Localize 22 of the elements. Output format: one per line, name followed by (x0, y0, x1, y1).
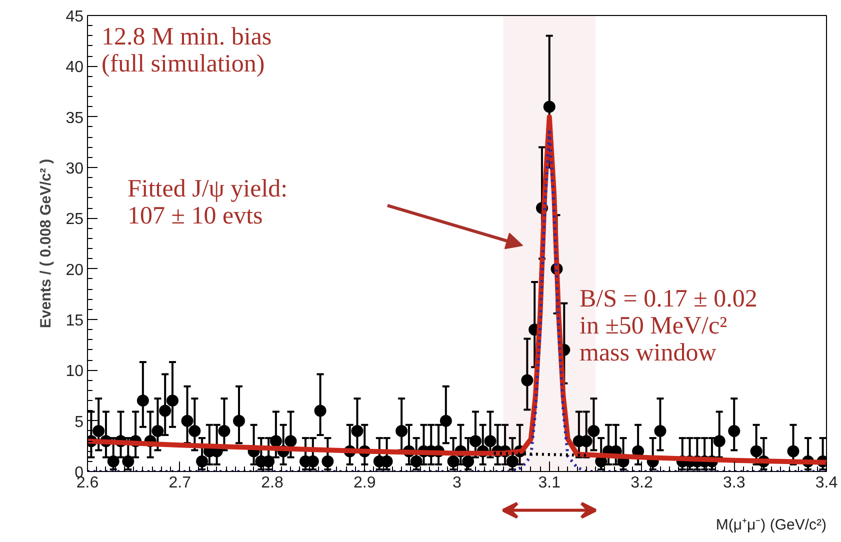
x-tick-label: 3.4 (815, 474, 838, 492)
x-tick-label: 3.1 (538, 474, 561, 492)
y-axis-title: Events / ( 0.008 GeV/c² ) (38, 158, 55, 328)
x-tick-label: 2.8 (261, 474, 284, 492)
x-tick-label: 2.7 (168, 474, 192, 492)
x-tick-label: 3 (452, 474, 462, 492)
y-tick-label: 25 (66, 211, 84, 228)
y-tick-label: 45 (66, 8, 84, 26)
y-tick-label: 40 (66, 59, 84, 76)
x-axis-title: M(μ⁺μ⁻) (GeV/c²) (716, 516, 827, 534)
y-tick-label: 20 (66, 262, 84, 279)
y-tick-label: 30 (66, 160, 84, 178)
y-tick-label: 10 (66, 363, 84, 380)
x-tick-label: 2.9 (354, 474, 376, 492)
y-tick-label: 15 (66, 312, 84, 330)
annotation: Fitted J/ψ yield: 107 ± 10 evts (128, 176, 288, 230)
annotation: 12.8 M min. bias (full simulation) (102, 24, 272, 78)
annotation: B/S = 0.17 ± 0.02 in ±50 MeV/c² mass window (580, 286, 758, 366)
y-tick-label: 5 (74, 414, 84, 431)
y-tick-label: 35 (66, 110, 84, 127)
x-tick-label: 3.2 (630, 474, 653, 492)
x-tick-label: 3.3 (723, 474, 746, 492)
